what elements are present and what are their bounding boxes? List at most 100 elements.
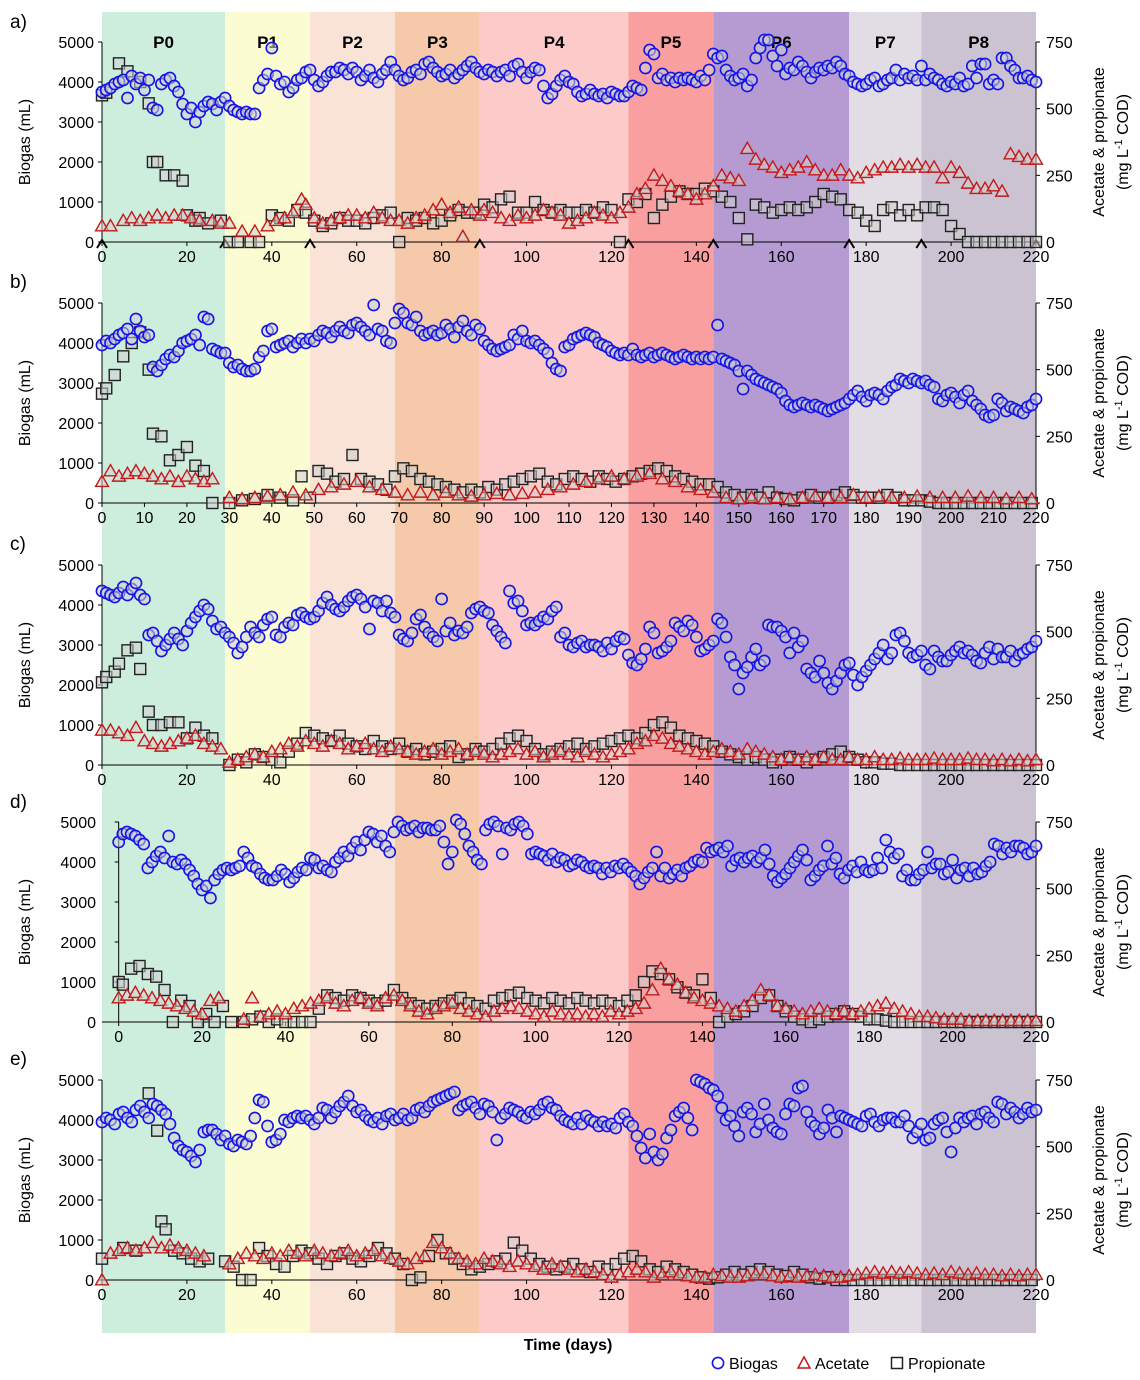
acetate-point [694, 992, 711, 1007]
left-tick-label: 0 [85, 1273, 94, 1290]
legend-propionate-icon [890, 1356, 904, 1370]
acetate-point [669, 976, 686, 991]
left-tick-label: 5000 [58, 558, 94, 575]
acetate-point [484, 204, 501, 219]
x-tick-label: 200 [938, 772, 965, 789]
biogas-point [787, 626, 801, 640]
x-tick-label: 200 [938, 249, 965, 266]
acetate-point [467, 743, 484, 758]
biogas-point [639, 642, 652, 656]
biogas-point [172, 85, 185, 99]
propionate-point [274, 756, 287, 769]
biogas-point [817, 1121, 831, 1135]
phase-label-p3: P3 [427, 33, 448, 52]
biogas-point [647, 626, 661, 640]
propionate-point [159, 1223, 172, 1236]
acetate-point [782, 491, 798, 505]
x-tick-label: 100 [513, 1287, 540, 1304]
biogas-point [685, 618, 699, 632]
acetate-point [756, 156, 772, 171]
biogas-point [473, 322, 487, 336]
biogas-point [762, 857, 776, 871]
left-tick-label: 2000 [60, 935, 96, 952]
acetate-point [169, 998, 185, 1012]
x-tick-label: 20 [178, 510, 196, 527]
left-tick-label: 1000 [60, 975, 96, 992]
acetate-point [799, 749, 815, 763]
acetate-point [459, 1253, 475, 1267]
phase-label-p7: P7 [875, 33, 896, 52]
acetate-point [603, 468, 620, 482]
biogas-point [495, 847, 509, 861]
x-tick-label: 140 [689, 1029, 716, 1046]
acetate-point [841, 749, 857, 763]
biogas-point [787, 1099, 801, 1113]
left-tick-label: 0 [85, 758, 94, 775]
biogas-point [650, 845, 663, 859]
legend-label: Biogas [729, 1356, 778, 1373]
x-tick-label: 160 [768, 249, 795, 266]
propionate-point [112, 57, 126, 70]
acetate-point [595, 1266, 611, 1281]
biogas-point [503, 584, 516, 598]
x-tick-label: 80 [433, 772, 451, 789]
acetate-point [476, 1250, 492, 1265]
right-axis-unit: (mg L-1 COD) [1113, 617, 1132, 713]
x-tick-label: 0 [98, 510, 107, 527]
biogas-point [829, 851, 843, 865]
propionate-point [346, 448, 359, 462]
acetate-point [1024, 491, 1040, 505]
acetate-point [162, 468, 178, 482]
propionate-point [516, 1244, 529, 1257]
biogas-point [711, 318, 724, 332]
acetate-point [867, 749, 883, 763]
right-tick-label: 500 [1046, 1140, 1073, 1157]
acetate-point [111, 725, 127, 739]
acetate-point [884, 1264, 900, 1278]
biogas-point [685, 1123, 699, 1137]
biogas-point [299, 863, 313, 877]
right-tick-label: 500 [1046, 363, 1073, 380]
phase-marker-caret [473, 238, 486, 249]
acetate-point [994, 183, 1010, 197]
right-tick-label: 750 [1046, 558, 1073, 575]
acetate-point [1002, 146, 1019, 160]
biogas-point [142, 73, 156, 87]
acetate-point [807, 162, 823, 176]
acetate-point [451, 741, 467, 755]
acetate-point [128, 719, 144, 734]
biogas-point [664, 1123, 678, 1137]
acetate-point [94, 473, 110, 488]
x-tick-label: 20 [193, 1029, 211, 1046]
acetate-point [644, 982, 660, 996]
acetate-point [213, 741, 229, 755]
biogas-point [711, 1089, 724, 1103]
biogas-point [987, 1115, 1000, 1129]
propionate-point [392, 235, 406, 249]
acetate-point [269, 1003, 285, 1017]
left-tick-label: 2000 [58, 155, 94, 172]
x-tick-label: 100 [513, 249, 540, 266]
biogas-point [383, 845, 397, 859]
x-tick-label: 180 [853, 772, 880, 789]
x-tick-label: 190 [895, 510, 922, 527]
acetate-point [374, 210, 390, 224]
acetate-point [884, 489, 900, 504]
unit-exponent: -1 [1113, 662, 1125, 672]
acetate-point [951, 164, 968, 179]
acetate-point [765, 1268, 781, 1282]
biogas-point [121, 91, 134, 105]
biogas-point [388, 610, 402, 624]
acetate-point [968, 1265, 985, 1279]
biogas-point [409, 310, 423, 324]
biogas-point [702, 63, 716, 77]
x-tick-label: 140 [683, 249, 710, 266]
acetate-point [816, 1268, 832, 1282]
propionate-point [134, 662, 147, 676]
acetate-point [196, 735, 212, 750]
biogas-point [520, 827, 534, 841]
acetate-point [820, 489, 836, 504]
biogas-point [796, 1079, 809, 1093]
right-axis-unit: (mg L-1 COD) [1113, 1132, 1132, 1228]
unit-part: (mg L [1115, 929, 1132, 970]
